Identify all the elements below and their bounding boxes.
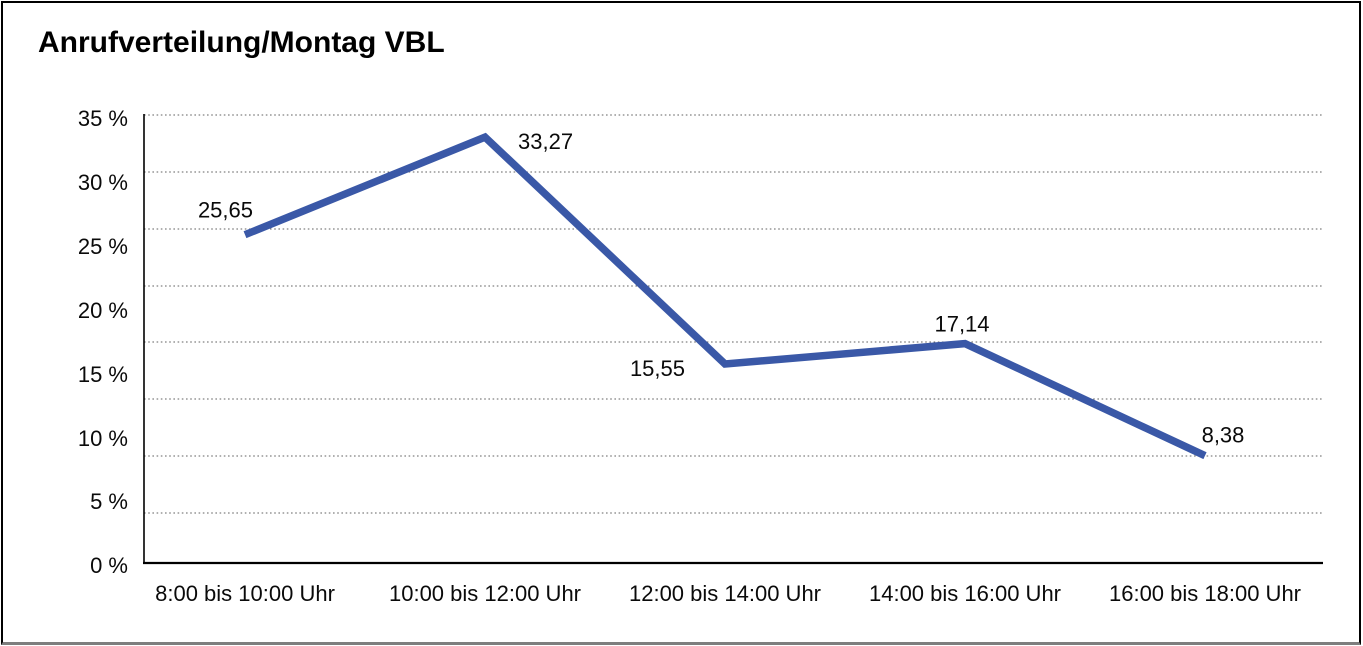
y-axis-labels: 35 % 30 % 25 % 20 % 15 % 10 % 5 % 0 % [78,106,128,578]
x-category-label: 12:00 bis 14:00 Uhr [629,581,821,606]
chart-title: Anrufverteilung/Montag VBL [38,26,445,59]
y-tick-label: 15 % [78,362,128,387]
data-series [243,132,1207,460]
y-tick-label: 20 % [78,298,128,323]
x-category-label: 14:00 bis 16:00 Uhr [869,581,1061,606]
y-tick-label: 30 % [78,170,128,195]
data-polyline [243,132,1207,460]
data-point-label: 17,14 [934,312,989,337]
data-labels: 25,65 33,27 15,55 17,14 8,38 [198,129,1244,448]
x-axis-labels: 8:00 bis 10:00 Uhr 10:00 bis 12:00 Uhr 12:… [155,581,1301,606]
x-category-label: 10:00 bis 12:00 Uhr [389,581,581,606]
y-tick-label: 35 % [78,106,128,131]
data-point-label: 15,55 [630,356,685,381]
gridlines [144,114,1323,514]
y-tick-label: 10 % [78,426,128,451]
y-tick-label: 5 % [90,489,128,514]
y-tick-label: 25 % [78,234,128,259]
axes [143,114,1323,565]
x-category-label: 8:00 bis 10:00 Uhr [155,581,335,606]
y-tick-label: 0 % [90,553,128,578]
data-point-label: 33,27 [518,129,573,154]
x-category-label: 16:00 bis 18:00 Uhr [1109,581,1301,606]
data-point-label: 8,38 [1202,423,1245,448]
data-point-label: 25,65 [198,198,253,223]
